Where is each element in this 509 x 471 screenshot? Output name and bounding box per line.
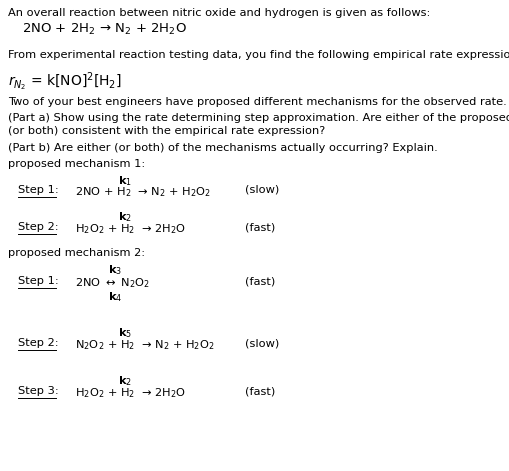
Text: proposed mechanism 1:: proposed mechanism 1: (8, 159, 145, 169)
Text: Step 2:: Step 2: (18, 222, 59, 232)
Text: k$_5$: k$_5$ (118, 326, 132, 340)
Text: From experimental reaction testing data, you find the following empirical rate e: From experimental reaction testing data,… (8, 50, 509, 60)
Text: Two of your best engineers have proposed different mechanisms for the observed r: Two of your best engineers have proposed… (8, 97, 506, 107)
Text: An overall reaction between nitric oxide and hydrogen is given as follows:: An overall reaction between nitric oxide… (8, 8, 430, 18)
Text: k$_2$: k$_2$ (118, 210, 132, 224)
Text: (fast): (fast) (244, 222, 275, 232)
Text: (fast): (fast) (244, 276, 275, 286)
Text: proposed mechanism 2:: proposed mechanism 2: (8, 248, 145, 258)
Text: (Part b) Are either (or both) of the mechanisms actually occurring? Explain.: (Part b) Are either (or both) of the mec… (8, 143, 437, 153)
Text: (slow): (slow) (244, 185, 279, 195)
Text: (or both) consistent with the empirical rate expression?: (or both) consistent with the empirical … (8, 126, 325, 136)
Text: 2NO + H$_2$  → N$_2$ + H$_2$O$_2$: 2NO + H$_2$ → N$_2$ + H$_2$O$_2$ (75, 185, 211, 199)
Text: $r_{N_2}$ = k[NO]$^2$[H$_2$]: $r_{N_2}$ = k[NO]$^2$[H$_2$] (8, 70, 122, 93)
Text: N$_2$O$_2$ + H$_2$  → N$_2$ + H$_2$O$_2$: N$_2$O$_2$ + H$_2$ → N$_2$ + H$_2$O$_2$ (75, 338, 214, 352)
Text: H$_2$O$_2$ + H$_2$  → 2H$_2$O: H$_2$O$_2$ + H$_2$ → 2H$_2$O (75, 222, 186, 236)
Text: Step 1:: Step 1: (18, 276, 59, 286)
Text: Step 1:: Step 1: (18, 185, 59, 195)
Text: 2NO + 2H$_2$ → N$_2$ + 2H$_2$O: 2NO + 2H$_2$ → N$_2$ + 2H$_2$O (22, 22, 187, 37)
Text: k$_3$: k$_3$ (108, 263, 122, 277)
Text: Step 2:: Step 2: (18, 338, 59, 348)
Text: Step 3:: Step 3: (18, 386, 59, 396)
Text: 2NO $\leftrightarrow$ N$_2$O$_2$: 2NO $\leftrightarrow$ N$_2$O$_2$ (75, 276, 150, 290)
Text: (Part a) Show using the rate determining step approximation. Are either of the p: (Part a) Show using the rate determining… (8, 113, 509, 123)
Text: k$_1$: k$_1$ (118, 174, 132, 188)
Text: (fast): (fast) (244, 386, 275, 396)
Text: k$_2$: k$_2$ (118, 374, 132, 388)
Text: (slow): (slow) (244, 338, 279, 348)
Text: H$_2$O$_2$ + H$_2$  → 2H$_2$O: H$_2$O$_2$ + H$_2$ → 2H$_2$O (75, 386, 186, 400)
Text: k$_4$: k$_4$ (108, 290, 122, 304)
